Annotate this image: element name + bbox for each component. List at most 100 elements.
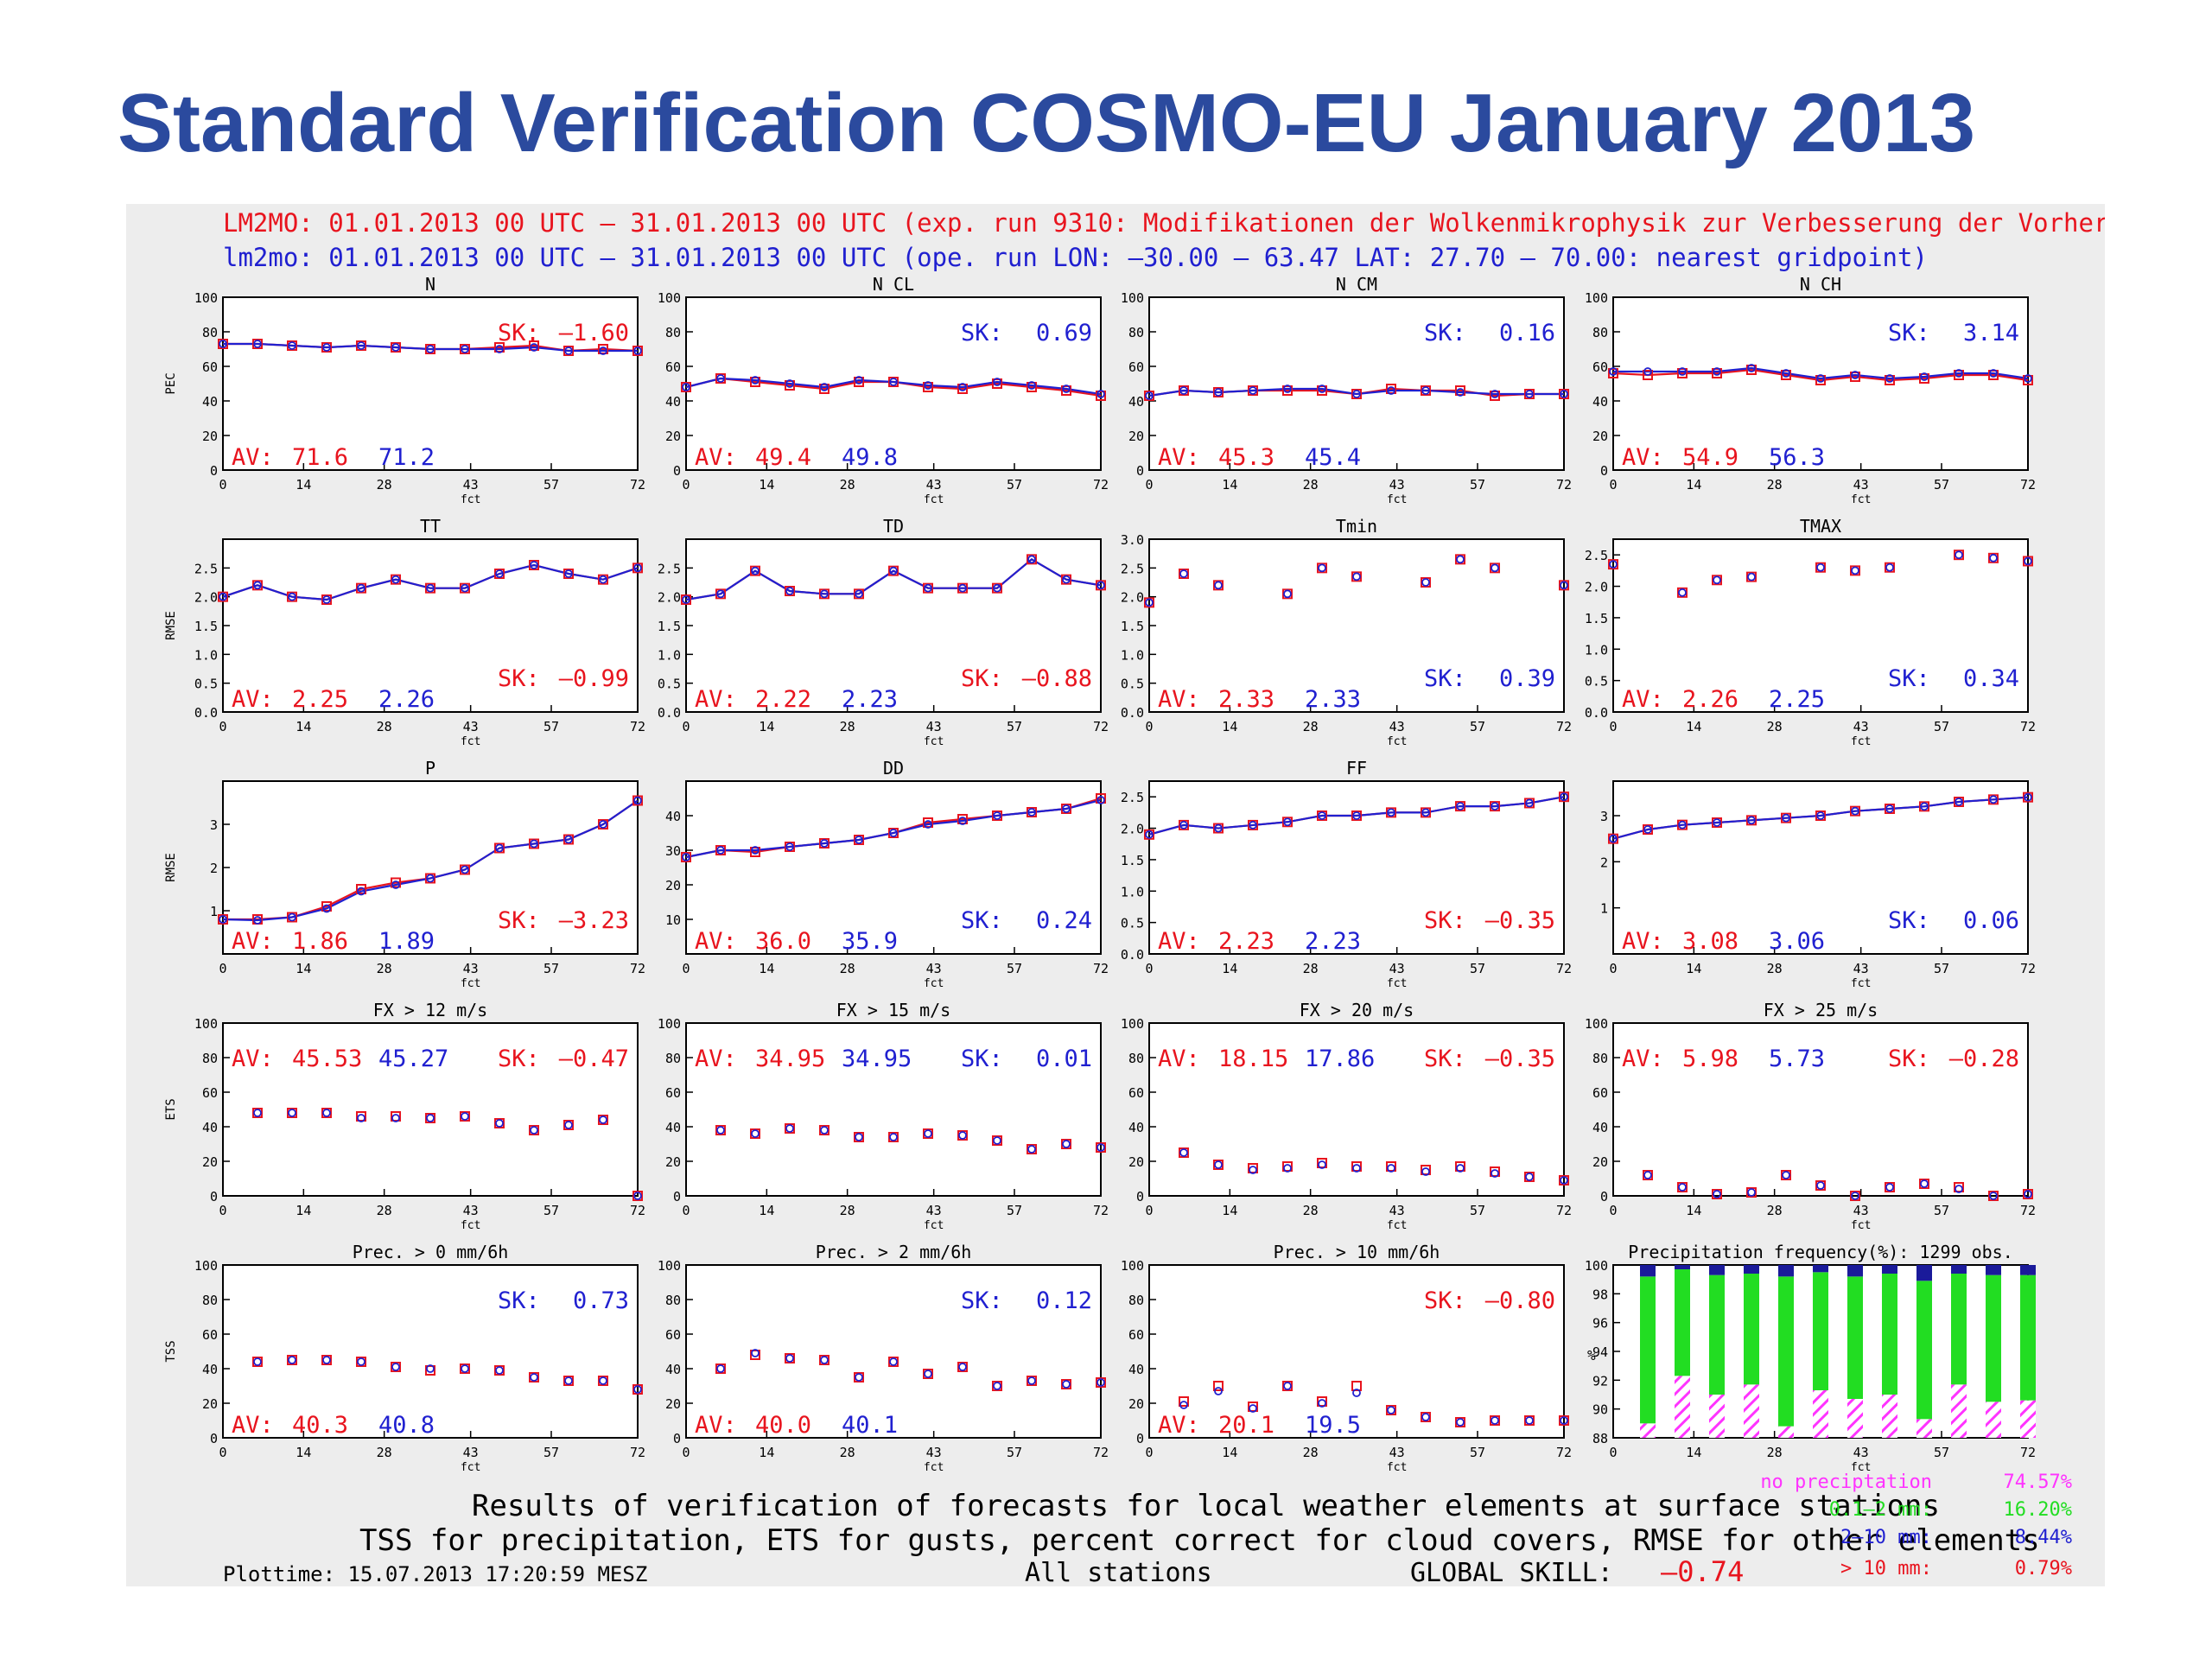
y-tick-label: 60 (202, 359, 218, 375)
point-ope (820, 383, 829, 391)
y-tick-label: 2.0 (658, 590, 681, 606)
point-exp (391, 342, 401, 353)
point-exp (715, 588, 726, 600)
point-ope (1249, 1166, 1257, 1174)
av-label: AV: (1622, 444, 1664, 471)
x-tick-label: 0 (1609, 1203, 1617, 1218)
panel-14: FX > 15 m/s 0 20 40 60 80 100 0 14 28 43 57 72 fct AV:… (658, 1000, 1109, 1232)
point-ope (391, 880, 400, 889)
point-ope (1491, 1169, 1499, 1178)
point-ope (751, 1129, 760, 1138)
point-ope (1955, 1185, 1963, 1193)
x-axis-label: fct (1851, 1219, 1871, 1232)
y-tick-label: 0 (673, 463, 681, 479)
y-tick-label: 0 (210, 1431, 218, 1446)
point-ope (495, 1366, 504, 1375)
point-ope (426, 583, 435, 593)
point-exp (957, 1130, 968, 1141)
av-exp-value: 20.1 (1218, 1412, 1274, 1439)
x-axis-label: fct (924, 493, 944, 506)
x-tick-label: 57 (543, 961, 559, 976)
point-exp (854, 1132, 864, 1142)
global-skill-label: GLOBAL SKILL: (1410, 1558, 1613, 1586)
point-ope (219, 915, 227, 924)
point-exp (460, 344, 470, 354)
point-exp (1027, 382, 1037, 392)
av-ope-value: 49.8 (842, 444, 898, 471)
x-tick-label: 57 (543, 719, 559, 734)
y-tick-label: 20 (665, 1154, 681, 1170)
x-tick-label: 28 (377, 477, 392, 493)
point-exp (1781, 812, 1791, 823)
point-exp (425, 1113, 435, 1123)
x-tick-label: 57 (1470, 1445, 1485, 1460)
x-tick-label: 28 (1303, 961, 1319, 976)
point-ope (1214, 581, 1223, 590)
av-exp-value: 34.95 (755, 1046, 825, 1072)
point-exp (1317, 563, 1327, 574)
sk-value: –1.60 (559, 320, 629, 346)
point-exp (819, 1125, 830, 1135)
bar-heavy-precip (1986, 1265, 2001, 1275)
x-tick-label: 28 (1767, 961, 1783, 976)
point-exp (957, 814, 968, 824)
x-tick-label: 57 (1934, 477, 1949, 493)
header-line-exp: LM2MO: 01.01.2013 00 UTC – 31.01.2013 00… (223, 208, 2105, 238)
point-ope (785, 842, 794, 851)
point-exp (2023, 791, 2033, 803)
point-exp (563, 834, 574, 845)
av-label: AV: (1622, 1046, 1664, 1072)
panel-title: FX > 12 m/s (373, 1000, 487, 1020)
point-ope (357, 1114, 365, 1122)
point-exp (1096, 1142, 1106, 1153)
point-exp (425, 582, 435, 594)
y-tick-label: 80 (1128, 325, 1144, 340)
point-ope (1920, 1179, 1929, 1188)
y-tick-label: 20 (202, 1154, 218, 1170)
y-tick-label: 2.0 (1121, 822, 1144, 837)
x-tick-label: 57 (1934, 1203, 1949, 1218)
panel-title: TMAX (1800, 516, 1841, 537)
point-ope (820, 839, 829, 848)
point-exp (1850, 1191, 1860, 1201)
point-ope (1851, 566, 1859, 575)
point-ope (889, 566, 898, 575)
panel-11: FF 0.0 0.5 1.0 1.5 2.0 2.5 0 14 28 43 57 72 fct AV: 2.2… (1121, 758, 1572, 990)
point-exp (681, 852, 691, 862)
x-tick-label: 14 (759, 961, 774, 976)
x-axis-label: fct (461, 1219, 480, 1232)
point-exp (819, 1355, 830, 1365)
point-exp (321, 901, 332, 912)
point-exp (2023, 1189, 2033, 1199)
legend-value: 16.20% (2004, 1499, 2072, 1521)
y-tick-label: 20 (665, 429, 681, 444)
bar-no-precip (2020, 1400, 2036, 1438)
y-tick-label: 100 (194, 1016, 218, 1032)
y-tick-label: 20 (202, 429, 218, 444)
point-exp (715, 1363, 726, 1374)
x-tick-label: 28 (1303, 477, 1319, 493)
point-ope (1062, 1140, 1071, 1148)
point-exp (321, 342, 332, 353)
sk-label: SK: (1888, 907, 1930, 934)
bar-light-precip (1986, 1274, 2001, 1402)
panel-title: FF (1346, 758, 1367, 779)
y-tick-label: 98 (1592, 1287, 1608, 1302)
point-exp (1677, 819, 1688, 830)
x-tick-label: 43 (463, 477, 479, 493)
point-ope (1491, 802, 1499, 810)
point-exp (460, 1111, 470, 1122)
point-ope (1456, 1164, 1465, 1173)
point-exp (1524, 1415, 1535, 1426)
y-tick-label: 100 (1585, 290, 1608, 306)
bar-heavy-precip (1709, 1265, 1725, 1275)
av-ope-value: 5.73 (1769, 1046, 1825, 1072)
y-tick-label: 30 (665, 843, 681, 859)
point-ope (322, 1356, 331, 1364)
point-exp (750, 565, 760, 576)
point-ope (1145, 391, 1154, 400)
point-ope (564, 1376, 573, 1385)
point-ope (924, 1129, 932, 1138)
header-line-ope: lm2mo: 01.01.2013 00 UTC – 31.01.2013 00… (223, 243, 1928, 272)
point-exp (321, 1108, 332, 1118)
